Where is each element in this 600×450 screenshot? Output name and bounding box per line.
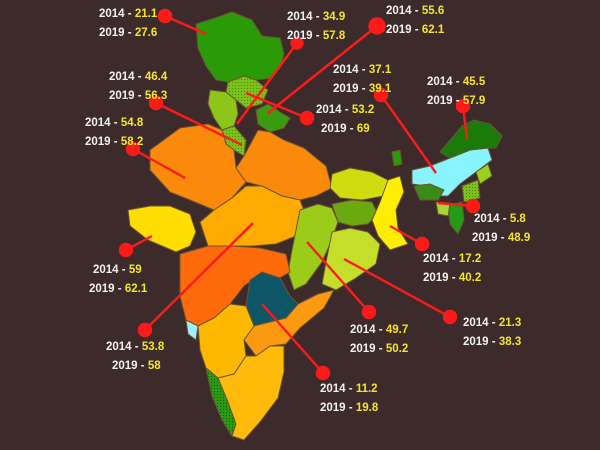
state-tamil-nadu [217,345,285,441]
label-telangana: 2014 - 11.2 2019 - 19.8 [320,383,379,414]
state-nagaland [475,163,493,185]
state-goa [185,319,199,341]
label-chhattisgarh: 2014 - 49.7 2019 - 50.2 [350,324,409,355]
label-haryana: 2014 - 53.2 2019 - 69 [316,104,375,135]
label-punjab: 2014 - 46.4 2019 - 56.3 [109,71,168,102]
label-assam: 2014 - 37.1 2019 - 39.1 [333,64,392,95]
label-uttarakhand: 2014 - 55.6 2019 - 62.1 [386,5,445,36]
label-maharashtra: 2014 - 53.8 2019 - 58 [106,341,165,372]
label-arunachal-pradesh: 2014 - 45.5 2019 - 57.9 [427,76,486,107]
state-uttarakhand [255,103,291,133]
state-gujarat [127,205,197,253]
state-odisha [321,227,381,291]
label-himachal-pradesh: 2014 - 34.9 2019 - 57.8 [287,11,346,42]
state-karnataka [197,303,255,379]
label-rajasthan: 2014 - 54.8 2019 - 58.2 [85,117,144,148]
label-gujarat: 2014 - 59 2019 - 62.1 [89,264,148,295]
state-mizoram [447,201,465,235]
label-jammu-kashmir: 2014 - 21.1 2019 - 27.6 [99,8,158,39]
label-tripura: 2014 - 5.8 2019 - 48.9 [472,213,531,244]
state-arunachal-pradesh [439,119,503,159]
label-odisha: 2014 - 21.3 2019 - 38.3 [463,317,522,348]
state-manipur [461,179,481,203]
state-jammu-kashmir [195,11,285,83]
state-uttar-pradesh [235,129,333,201]
state-bihar [329,167,389,201]
state-jharkhand [331,199,379,227]
label-west-bengal: 2014 - 17.2 2019 - 40.2 [423,253,482,284]
state-sikkim [391,149,403,167]
state-meghalaya [413,183,445,201]
